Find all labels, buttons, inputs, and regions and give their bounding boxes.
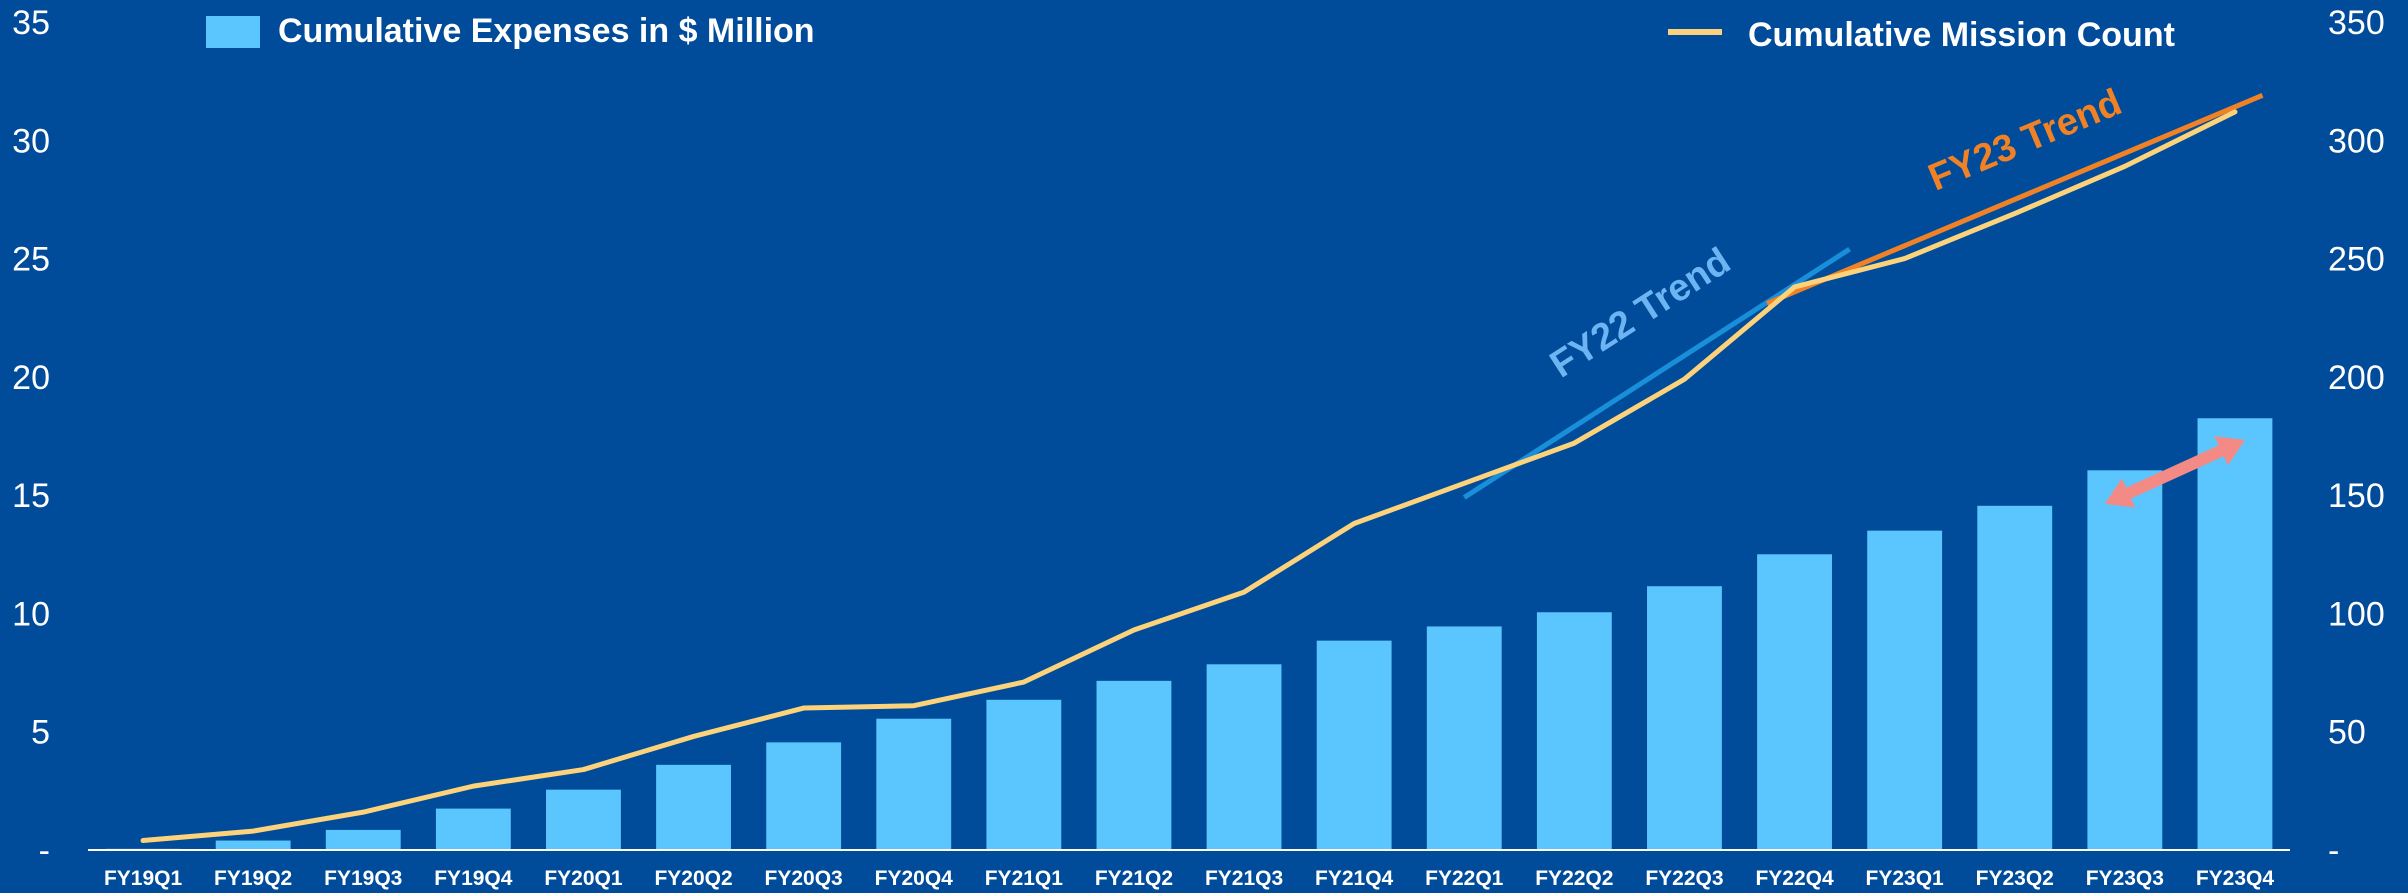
left-tick-label: 25 bbox=[12, 241, 50, 279]
x-tick-label: FY22Q3 bbox=[1645, 867, 1723, 890]
x-tick-label: FY23Q2 bbox=[1976, 867, 2054, 890]
bar-fy23q1 bbox=[1867, 530, 1943, 850]
bar-fy23q2 bbox=[1977, 505, 2053, 850]
bar-fy22q4 bbox=[1757, 554, 1832, 850]
right-tick-label: 300 bbox=[2328, 122, 2385, 160]
x-tick-label: FY20Q1 bbox=[544, 867, 623, 890]
bar-fy23q3 bbox=[2087, 470, 2163, 850]
x-tick-label: FY23Q3 bbox=[2086, 867, 2164, 890]
x-tick-label: FY19Q1 bbox=[104, 867, 183, 890]
x-tick-label: FY23Q4 bbox=[2196, 867, 2275, 890]
x-tick-label: FY19Q3 bbox=[324, 867, 402, 890]
right-tick-label: 250 bbox=[2328, 241, 2385, 279]
left-tick-label: 10 bbox=[12, 595, 50, 633]
right-tick-label: 50 bbox=[2328, 714, 2366, 752]
x-tick-label: FY22Q4 bbox=[1755, 867, 1834, 890]
gap-arrow-head-start bbox=[2104, 478, 2136, 508]
x-tick-label: FY22Q1 bbox=[1425, 867, 1504, 890]
right-tick-label: 150 bbox=[2328, 477, 2385, 515]
bar-fy19q2 bbox=[215, 840, 291, 850]
left-tick-label: 35 bbox=[12, 4, 50, 42]
x-tick-label: FY20Q4 bbox=[875, 867, 954, 890]
legend-expenses: Cumulative Expenses in $ Million bbox=[206, 12, 815, 50]
x-tick-label: FY20Q2 bbox=[654, 867, 732, 890]
right-tick-label: - bbox=[2328, 832, 2339, 870]
x-tick-label: FY21Q3 bbox=[1205, 867, 1283, 890]
x-tick-label: FY23Q1 bbox=[1866, 867, 1945, 890]
x-tick-label: FY19Q2 bbox=[214, 867, 292, 890]
x-tick-label: FY21Q4 bbox=[1315, 867, 1394, 890]
bar-fy22q2 bbox=[1536, 612, 1612, 850]
x-tick-label: FY21Q1 bbox=[985, 867, 1064, 890]
right-tick-label: 200 bbox=[2328, 359, 2385, 397]
bar-fy19q4 bbox=[435, 808, 511, 850]
legend-expenses-label: Cumulative Expenses in $ Million bbox=[278, 12, 815, 50]
fy22-trend-line bbox=[1462, 247, 1851, 500]
right-tick-label: 350 bbox=[2328, 4, 2385, 42]
bar-fy20q4 bbox=[876, 718, 952, 850]
gap-arrow-head-end bbox=[2214, 436, 2245, 466]
mission-count-line bbox=[140, 109, 2238, 844]
x-tick-label: FY20Q3 bbox=[765, 867, 843, 890]
bar-fy22q3 bbox=[1647, 586, 1722, 850]
bar-fy21q3 bbox=[1206, 664, 1282, 850]
left-tick-label: 5 bbox=[31, 714, 50, 752]
bar-fy20q2 bbox=[656, 764, 731, 850]
left-tick-label: 15 bbox=[12, 477, 50, 515]
left-axis-ticks: - 5 10 15 20 25 30 35 bbox=[12, 4, 50, 870]
x-tick-label: FY21Q2 bbox=[1095, 867, 1173, 890]
bar-fy20q1 bbox=[546, 789, 621, 850]
right-tick-label: 100 bbox=[2328, 595, 2385, 633]
bar-fy21q1 bbox=[986, 699, 1062, 850]
right-axis-ticks: - 50 100 150 200 250 300 350 bbox=[2328, 4, 2385, 870]
gap-double-arrow bbox=[2104, 436, 2245, 508]
fy23-trend-line bbox=[1766, 93, 2264, 306]
x-axis-ticks: FY19Q1 FY19Q2 FY19Q3 FY19Q4 FY20Q1 FY20Q2 FY20… bbox=[104, 867, 2274, 890]
x-tick-label: FY19Q4 bbox=[434, 867, 513, 890]
bar-fy19q3 bbox=[325, 829, 401, 850]
legend-missions-label: Cumulative Mission Count bbox=[1748, 16, 2175, 54]
legend-bar-swatch bbox=[206, 16, 260, 48]
bar-fy23q4 bbox=[2197, 418, 2273, 850]
bar-fy21q2 bbox=[1096, 680, 1172, 850]
bar-fy20q3 bbox=[766, 742, 842, 850]
left-tick-label: 30 bbox=[12, 122, 50, 160]
bar-fy22q1 bbox=[1426, 626, 1502, 850]
x-tick-label: FY22Q2 bbox=[1535, 867, 1613, 890]
bar-series bbox=[105, 418, 2273, 850]
left-tick-label: 20 bbox=[12, 359, 50, 397]
bar-fy21q4 bbox=[1316, 640, 1392, 850]
gap-arrow-shaft bbox=[2121, 443, 2229, 501]
legend-missions: Cumulative Mission Count bbox=[1668, 16, 2175, 54]
left-tick-label: - bbox=[39, 832, 50, 870]
